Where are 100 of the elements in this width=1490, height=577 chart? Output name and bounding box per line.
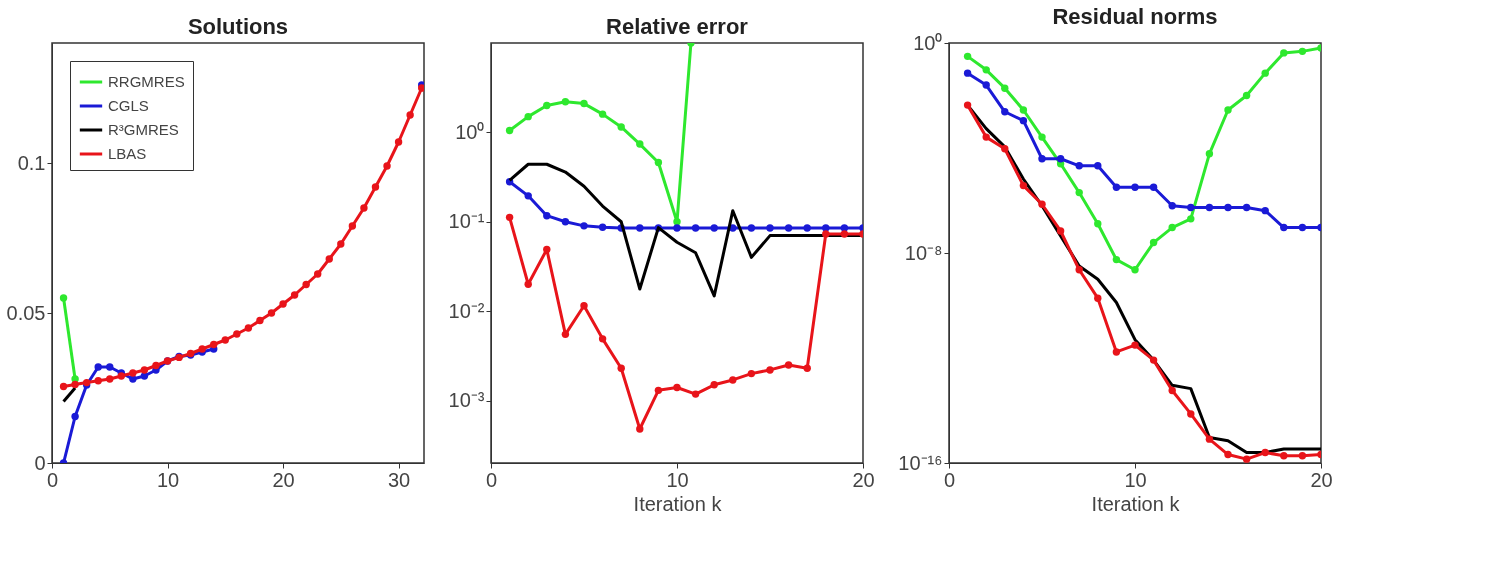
chart-title: Solutions (187, 14, 289, 39)
point (617, 123, 625, 131)
point (963, 52, 972, 61)
point (636, 140, 644, 148)
point (636, 224, 644, 232)
point (710, 224, 718, 232)
point (1056, 155, 1065, 163)
x-axis-title: Iteration k (1091, 492, 1181, 515)
point (982, 66, 990, 74)
point (221, 336, 229, 344)
point (561, 98, 570, 106)
point (691, 390, 700, 398)
x-tick-label: 10 (156, 468, 180, 491)
y-tick-label: 0 (34, 451, 46, 474)
point (1019, 181, 1028, 190)
point (348, 222, 357, 230)
point (963, 101, 972, 109)
point (784, 361, 793, 369)
point (1168, 386, 1176, 395)
point (1242, 455, 1251, 463)
point (1038, 200, 1046, 208)
legend-label: CGLS (108, 97, 149, 114)
point (617, 364, 625, 372)
point (543, 101, 551, 110)
point (337, 240, 345, 248)
chart-title: Relative error (606, 14, 749, 39)
point (1149, 183, 1158, 191)
point (140, 366, 149, 374)
point (636, 425, 644, 433)
point (1205, 203, 1214, 212)
y-tick-label: 10⁰ (913, 31, 943, 54)
y-tick-label: 0.1 (17, 151, 46, 174)
y-tick-label: 10⁻⁸ (904, 241, 943, 264)
point (233, 330, 241, 338)
point (129, 369, 137, 377)
point (71, 412, 79, 421)
point (1298, 451, 1307, 460)
x-axis-title: Iteration k (633, 492, 723, 515)
point (1261, 448, 1269, 457)
point (1075, 266, 1083, 274)
point (1075, 188, 1083, 197)
point (371, 183, 380, 191)
point (982, 81, 990, 89)
y-tick-label: 0.05 (6, 301, 46, 324)
point (1019, 116, 1028, 125)
point (1168, 223, 1176, 232)
point (106, 363, 114, 371)
point (1298, 223, 1307, 232)
point (1056, 227, 1065, 235)
point (383, 162, 391, 170)
x-tick-label: 10 (1124, 468, 1147, 491)
point (1280, 49, 1288, 57)
point (1261, 69, 1269, 77)
y-tick-label: 10⁻² (448, 299, 485, 322)
point (766, 366, 774, 374)
point (1038, 133, 1046, 141)
point (505, 126, 514, 135)
point (302, 280, 310, 289)
point (543, 245, 551, 254)
point (1149, 356, 1158, 364)
point (1094, 162, 1102, 170)
point (580, 99, 588, 108)
point (1094, 294, 1102, 302)
point (1131, 266, 1139, 274)
point (654, 158, 663, 167)
point (279, 300, 287, 308)
point (59, 382, 68, 391)
point (803, 224, 811, 232)
point (598, 335, 607, 343)
chart-title: Residual norms (1052, 4, 1218, 29)
y-tick-label: 10⁻³ (448, 389, 485, 412)
point (106, 375, 114, 383)
point (1001, 145, 1009, 153)
point (505, 213, 514, 222)
point (1224, 106, 1232, 114)
point (244, 324, 253, 332)
point (840, 230, 849, 238)
point (394, 138, 403, 146)
point (1298, 47, 1307, 56)
point (290, 291, 299, 299)
point (673, 224, 681, 232)
point (1205, 150, 1214, 158)
point (729, 376, 737, 384)
point (524, 192, 532, 200)
legend-label: LBAS (108, 145, 147, 162)
point (1001, 84, 1009, 92)
point (1131, 341, 1139, 349)
x-tick-label: 20 (272, 468, 295, 491)
point (747, 369, 756, 378)
point (1112, 348, 1121, 356)
point (1280, 223, 1288, 232)
x-tick-label: 10 (666, 468, 689, 491)
legend-label: R³GMRES (108, 121, 179, 138)
point (784, 224, 793, 232)
y-tick-label: 10⁻¹⁶ (898, 451, 943, 474)
point (94, 363, 102, 371)
point (1280, 451, 1288, 460)
point (1149, 238, 1158, 247)
point (1112, 255, 1121, 264)
point (543, 211, 551, 220)
